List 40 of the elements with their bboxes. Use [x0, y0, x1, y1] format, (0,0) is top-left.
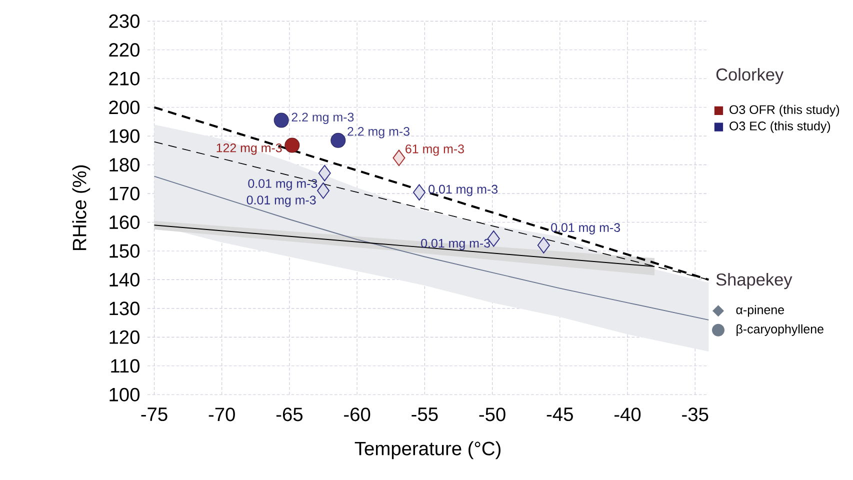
y-tick-label: 130 — [110, 302, 140, 316]
y-tick-label: 170 — [110, 186, 140, 200]
y-tick-label: 140 — [110, 272, 140, 286]
legend-label: O3 EC (this study) — [730, 121, 830, 133]
y-tick-label: 120 — [110, 330, 140, 344]
y-tick-label: 230 — [109, 14, 140, 28]
y-tick-label: 110 — [111, 358, 140, 373]
x-tick-label: -60 — [344, 408, 370, 422]
x-tick-label: -35 — [682, 408, 708, 422]
annotation: 0.01 mg m-3 — [428, 184, 498, 196]
x-tick-label: -50 — [479, 408, 506, 422]
x-tick-label: -45 — [546, 407, 573, 421]
x-tick-label: -75 — [141, 407, 168, 421]
y-tick-label: 160 — [110, 215, 140, 229]
y-tick-label: 200 — [109, 100, 140, 114]
y-tick-label: 210 — [109, 72, 140, 86]
x-axis-title: Temperature (°C) — [354, 441, 500, 460]
annotation: 2.2 mg m-3 — [292, 112, 354, 124]
annotation: 0.01 mg m-3 — [551, 223, 620, 234]
y-tick-label: 190 — [110, 129, 140, 143]
annotation: 0.01 mg m-3 — [248, 178, 318, 190]
annotation: 2.2 mg m-3 — [348, 126, 410, 138]
x-tick-label: -40 — [614, 408, 641, 422]
legend-label: α-pinene — [736, 304, 784, 317]
y-tick-label: 220 — [109, 42, 140, 57]
annotation: 122 mg m-3 — [216, 143, 282, 155]
x-tick-label: -55 — [412, 407, 438, 421]
y-tick-label: 150 — [110, 244, 140, 258]
legend-label: β-caryophyllene — [736, 324, 824, 336]
x-tick-label: -70 — [208, 408, 235, 422]
y-tick-label: 180 — [110, 158, 140, 172]
y-tick-label: 100 — [110, 388, 140, 402]
y-axis-title: RHice (%) — [72, 165, 90, 250]
text: Shapekey — [716, 272, 792, 289]
text: Colorkey — [716, 68, 784, 84]
legend-label: O3 OFR (this study) — [730, 104, 840, 116]
x-tick-label: -65 — [276, 408, 303, 422]
annotation: 0.01 mg m-3 — [421, 238, 490, 250]
annotation: 61 mg m-3 — [406, 144, 464, 156]
annotation: 0.01 mg m-3 — [246, 196, 316, 207]
